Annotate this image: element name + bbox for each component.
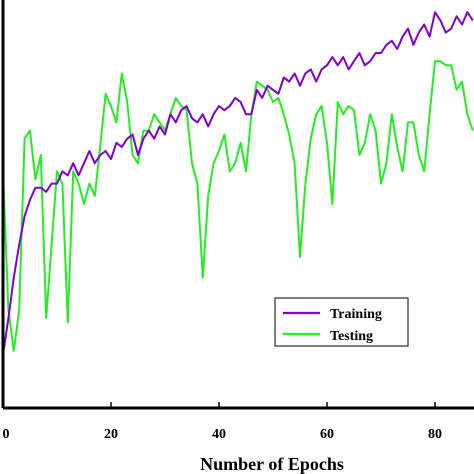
x-tick-label: 60 bbox=[320, 427, 334, 442]
series-line-training bbox=[2, 11, 474, 356]
x-axis-title: Number of Epochs bbox=[200, 454, 344, 474]
x-tick-label: 40 bbox=[212, 427, 226, 442]
x-tick-label: 80 bbox=[428, 427, 442, 442]
series-layer bbox=[2, 11, 474, 356]
x-tick-layer: 0 20 40 60 80 bbox=[2, 402, 442, 442]
legend: Training Testing bbox=[274, 297, 409, 347]
legend-label-training: Training bbox=[330, 307, 382, 322]
plot-area: 0 20 40 60 80 bbox=[1, 0, 474, 442]
x-tick-label: 20 bbox=[104, 427, 118, 442]
legend-box bbox=[274, 297, 409, 347]
x-tick-label: 0 bbox=[3, 427, 10, 442]
legend-label-testing: Testing bbox=[330, 329, 373, 344]
series-line-testing bbox=[2, 60, 474, 352]
